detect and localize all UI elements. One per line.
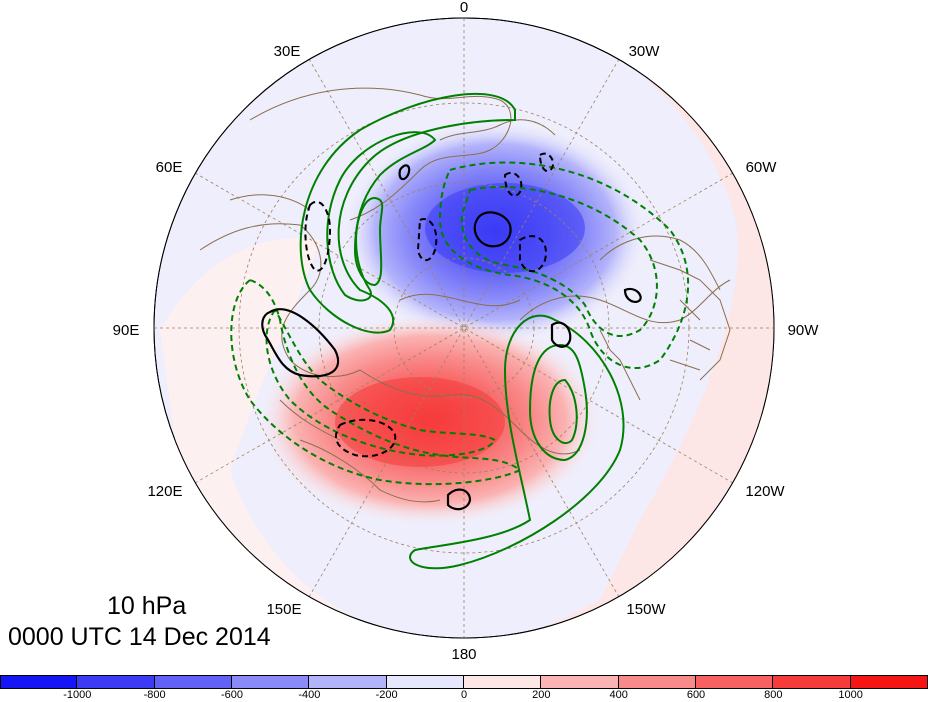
colorbar-bin bbox=[541, 675, 619, 688]
colorbar-tick-label: -800 bbox=[143, 689, 166, 701]
colorbar-tick-label: 800 bbox=[764, 689, 783, 701]
lon-label-60e: 60E bbox=[156, 159, 183, 176]
coastlines bbox=[199, 87, 731, 503]
colorbar-bin bbox=[232, 675, 310, 688]
map-outline bbox=[153, 17, 775, 639]
lon-label-150w: 150W bbox=[626, 601, 666, 618]
colorbar-tick-label: 0 bbox=[460, 689, 468, 701]
green-solid-contours bbox=[299, 92, 625, 570]
colorbar-bin bbox=[309, 675, 387, 688]
green-dashed-contours bbox=[230, 161, 690, 486]
colorbar-tick-label: -200 bbox=[375, 689, 398, 701]
lon-label-30e: 30E bbox=[274, 43, 301, 60]
colorbar-bin bbox=[386, 675, 464, 688]
colorbar-bin bbox=[0, 675, 78, 688]
positive-region-faint-east bbox=[520, 20, 774, 638]
black-solid-contours bbox=[261, 164, 642, 511]
colorbar-tick-label: -400 bbox=[298, 689, 321, 701]
colorbar-bin bbox=[154, 675, 232, 688]
lon-label-90w: 90W bbox=[788, 322, 820, 339]
lon-label-120w: 120W bbox=[745, 483, 785, 500]
lon-label-90e: 90E bbox=[113, 322, 140, 339]
lon-label-150e: 150E bbox=[266, 601, 301, 618]
colorbar-tick-label: 200 bbox=[532, 689, 551, 701]
colorbar-bin bbox=[696, 675, 774, 688]
black-dashed-contours bbox=[304, 152, 554, 458]
colorbar-tick-label: -1000 bbox=[63, 689, 92, 701]
lon-label-120e: 120E bbox=[147, 483, 182, 500]
meridians bbox=[154, 18, 774, 638]
lon-label-30w: 30W bbox=[629, 43, 661, 60]
lon-label-180: 180 bbox=[451, 646, 476, 663]
lon-label-0: 0 bbox=[460, 0, 468, 16]
colorbar-bin bbox=[77, 675, 155, 688]
colorbar-frame bbox=[0, 675, 928, 689]
polar-map: 0 30W 60W 90W 120W 150W 180 150E 120E 90… bbox=[113, 0, 820, 663]
colorbar-tick-label: 400 bbox=[609, 689, 628, 701]
colorbar-tick-label: -600 bbox=[220, 689, 244, 701]
colorbar-bin bbox=[618, 675, 696, 688]
colorbar-tick-label: 600 bbox=[686, 689, 706, 701]
colorbar-tick-label: 1000 bbox=[838, 689, 863, 701]
lon-label-60w: 60W bbox=[746, 159, 778, 176]
pressure-level-title: 10 hPa bbox=[107, 592, 187, 620]
positive-anomaly-core bbox=[335, 377, 505, 467]
valid-time-title: 0000 UTC 14 Dec 2014 bbox=[8, 623, 271, 651]
colorbar: -1000 -800 -600 -400 -200 0 200 400 600 800 1000 bbox=[0, 675, 928, 702]
colorbar-bin bbox=[464, 675, 542, 688]
colorbar-bin bbox=[773, 675, 851, 688]
